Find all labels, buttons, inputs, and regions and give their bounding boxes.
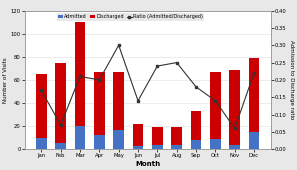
Bar <box>229 70 240 145</box>
Y-axis label: Number of Visits: Number of Visits <box>4 57 9 103</box>
Bar <box>249 58 259 132</box>
Ratio (Admitted/Discharged) <box>59 124 62 126</box>
Ratio (Admitted/Discharged) <box>214 100 217 102</box>
Bar <box>210 72 221 139</box>
Bar <box>94 135 105 149</box>
Ratio (Admitted/Discharged) <box>194 86 198 88</box>
Y-axis label: Admission to Discharge ratio: Admission to Discharge ratio <box>288 40 293 120</box>
Bar <box>55 143 66 149</box>
Ratio (Admitted/Discharged) <box>40 89 43 91</box>
Bar <box>133 146 143 149</box>
Bar <box>36 138 47 149</box>
Bar <box>171 127 182 145</box>
Bar <box>152 127 163 145</box>
Bar <box>94 72 105 135</box>
Bar <box>55 63 66 143</box>
Bar <box>113 130 124 149</box>
Bar <box>191 140 201 149</box>
Bar <box>229 145 240 149</box>
Bar <box>113 72 124 130</box>
Ratio (Admitted/Discharged) <box>156 65 159 67</box>
Bar <box>36 74 47 138</box>
Legend: Admitted, Discharged, Ratio (Admitted/Discharged): Admitted, Discharged, Ratio (Admitted/Di… <box>56 13 204 21</box>
Bar <box>75 22 85 126</box>
X-axis label: Month: Month <box>135 160 160 167</box>
Ratio (Admitted/Discharged) <box>78 75 82 78</box>
Ratio (Admitted/Discharged) <box>233 128 236 130</box>
Bar <box>210 139 221 149</box>
Line: Ratio (Admitted/Discharged): Ratio (Admitted/Discharged) <box>40 44 255 130</box>
Ratio (Admitted/Discharged) <box>252 72 256 74</box>
Bar <box>75 126 85 149</box>
Bar <box>133 124 143 146</box>
Bar <box>249 132 259 149</box>
Ratio (Admitted/Discharged) <box>136 100 140 102</box>
Ratio (Admitted/Discharged) <box>175 62 178 64</box>
Bar <box>191 111 201 140</box>
Bar <box>152 145 163 149</box>
Ratio (Admitted/Discharged) <box>97 79 101 81</box>
Ratio (Admitted/Discharged) <box>117 44 121 46</box>
Bar <box>171 145 182 149</box>
